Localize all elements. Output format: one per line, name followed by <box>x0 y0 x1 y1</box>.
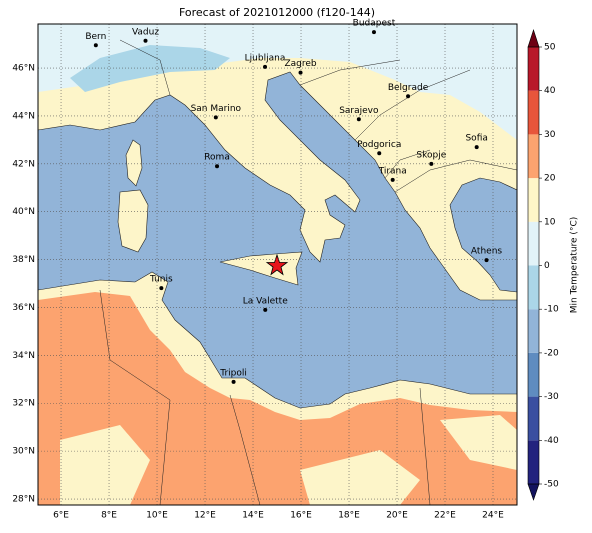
x-tick-label: 18°E <box>338 511 360 521</box>
city-label: Roma <box>204 153 230 163</box>
city-dot <box>484 258 489 263</box>
x-tick-label: 24°E <box>482 511 504 521</box>
colorbar-band <box>528 90 539 135</box>
colorbar-tick-label: -10 <box>544 305 559 315</box>
colorbar-extend-low <box>527 483 540 501</box>
sicily <box>219 251 303 286</box>
colorbar-band <box>528 440 539 484</box>
x-tick-label: 10°E <box>146 511 168 521</box>
colorbar-tick-label: 0 <box>544 261 550 271</box>
city-dot <box>377 151 382 156</box>
city-label: Ljubljana <box>245 53 286 63</box>
city-label: Tripoli <box>219 368 247 378</box>
colorbar-tick-label: 20 <box>544 174 556 184</box>
x-tick-label: 14°E <box>242 511 264 521</box>
aegean-sea <box>449 177 517 293</box>
colorbar-tick-label: -30 <box>544 392 559 402</box>
city-label: Budapest <box>353 19 396 29</box>
alps-cold <box>70 45 230 92</box>
colorbar-band <box>528 352 539 397</box>
city-label: Athens <box>471 247 502 257</box>
colorbar-tick-label: 40 <box>544 86 556 96</box>
city-label: San Marino <box>191 104 242 114</box>
colorbar-band <box>528 396 539 441</box>
y-tick-label: 30°N <box>12 447 35 457</box>
colorbar-band <box>528 265 539 310</box>
colorbar-extend-high <box>527 29 540 48</box>
city-dot <box>474 145 479 150</box>
colorbar-band <box>528 309 539 353</box>
city-dot <box>371 30 376 35</box>
y-tick-label: 46°N <box>12 64 35 74</box>
y-tick-label: 32°N <box>12 399 35 409</box>
city-label: Belgrade <box>388 83 429 93</box>
x-tick-label: 8°E <box>101 511 117 521</box>
y-tick-label: 44°N <box>12 111 35 121</box>
city-label: Skopje <box>416 150 446 160</box>
city-label: Sofia <box>465 134 487 144</box>
city-dot <box>406 94 411 99</box>
map-area <box>38 24 517 505</box>
city-dot <box>159 286 164 291</box>
colorbar-tick-label: -40 <box>544 436 559 446</box>
x-tick-label: 22°E <box>434 511 456 521</box>
corsica <box>125 139 143 187</box>
city-dot <box>143 38 148 43</box>
colorbar-tick-label: 10 <box>544 217 556 227</box>
city-dot <box>215 164 220 169</box>
colorbar-tick-label: -50 <box>544 480 559 490</box>
city-label: La Valette <box>243 296 288 306</box>
city-dot <box>93 43 98 48</box>
x-tick-label: 20°E <box>386 511 408 521</box>
x-tick-label: 6°E <box>53 511 69 521</box>
city-label: Sarajevo <box>339 106 379 116</box>
sahara-cool <box>60 415 517 505</box>
city-label: Tunis <box>149 275 173 285</box>
borders <box>99 39 517 505</box>
y-tick-label: 36°N <box>12 303 35 313</box>
y-tick-label: 40°N <box>12 207 35 217</box>
y-tick-label: 28°N <box>12 495 35 505</box>
colorbar-tick-label: -20 <box>544 348 559 358</box>
city-dot <box>263 307 268 312</box>
map-frame <box>37 23 518 506</box>
colorbar-tick-label: 50 <box>544 43 556 53</box>
y-tick-label: 42°N <box>12 159 35 169</box>
y-tick-label: 34°N <box>12 351 35 361</box>
colorbar-band <box>528 47 539 91</box>
city-dot <box>390 177 395 182</box>
city-label: Podgorica <box>357 140 401 150</box>
colorbar-band <box>528 178 539 222</box>
sardinia <box>117 189 149 253</box>
map-title: Forecast of 2021012000 (f120-144) <box>179 6 375 19</box>
colorbar-band <box>528 134 539 179</box>
colorbar-tick-label: 30 <box>544 130 556 140</box>
y-tick-label: 38°N <box>12 255 35 265</box>
city-label: Zagreb <box>284 59 316 69</box>
x-tick-label: 12°E <box>194 511 216 521</box>
city-label: Vaduz <box>132 27 159 37</box>
city-label: Bern <box>85 32 106 42</box>
colorbar-label: Min Temperature (°C) <box>570 217 580 314</box>
colorbar-band <box>528 221 539 266</box>
city-dot <box>263 64 268 69</box>
africa-warm <box>38 292 517 505</box>
city-dot <box>231 379 236 384</box>
forecast-point <box>265 253 289 276</box>
city-dot <box>356 117 361 122</box>
x-tick-label: 16°E <box>290 511 312 521</box>
city-dot <box>213 115 218 120</box>
city-label: Tirana <box>378 166 407 176</box>
city-dot <box>429 161 434 166</box>
city-dot <box>298 70 303 75</box>
